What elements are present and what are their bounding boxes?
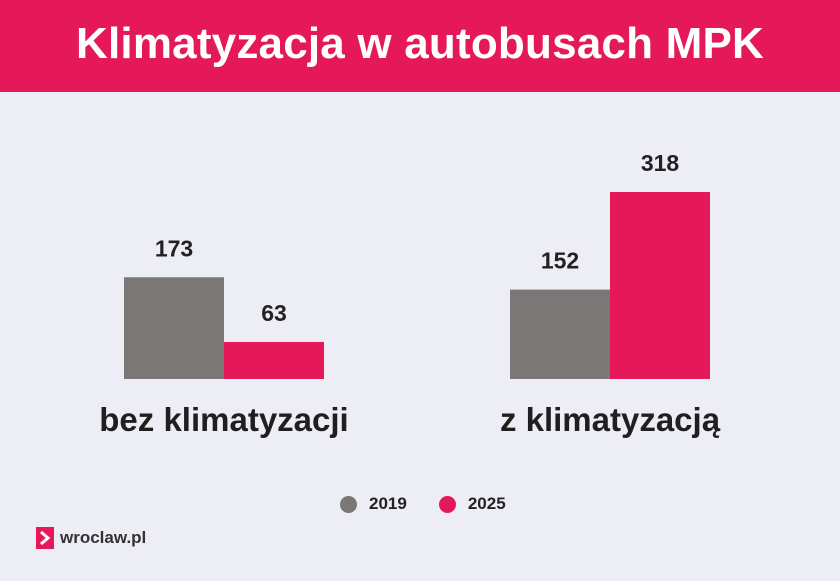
category-label-0: bez klimatyzacji	[99, 401, 348, 438]
category-label-1: z klimatyzacją	[500, 401, 721, 438]
bar-2025-1	[610, 192, 710, 379]
logo-text: wroclaw.pl	[60, 528, 147, 547]
bar-2019-0	[124, 277, 224, 379]
bar-2025-0	[224, 341, 324, 379]
data-label-2025-1: 318	[641, 150, 680, 176]
data-label-2019-0: 173	[155, 235, 193, 261]
logo: wroclaw.pl	[36, 527, 146, 549]
legend-item-2019: 2019	[340, 494, 407, 514]
legend-dot-2019	[340, 495, 357, 513]
page-title: Klimatyzacja w autobusach MPK	[76, 19, 764, 68]
data-label-2025-0: 63	[261, 300, 287, 326]
legend: 2019 2025	[340, 492, 538, 516]
legend-item-2025: 2025	[438, 494, 506, 514]
bar-2019-1	[510, 289, 610, 379]
header-banner: Klimatyzacja w autobusach MPK	[0, 0, 840, 92]
data-label-2019-1: 152	[541, 248, 579, 274]
legend-label-2019: 2019	[369, 494, 407, 513]
legend-label-2025: 2025	[467, 494, 506, 513]
chevron-right-icon	[36, 527, 54, 549]
legend-dot-2025	[438, 495, 456, 513]
